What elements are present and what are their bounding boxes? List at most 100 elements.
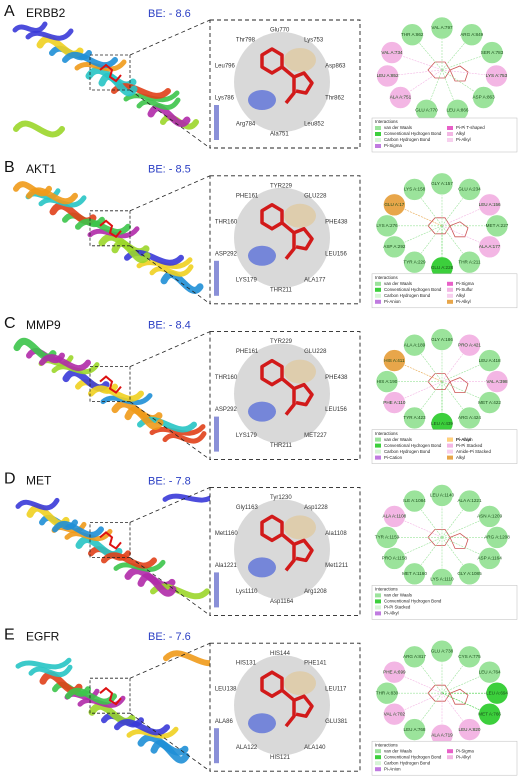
ribbon: [123, 90, 180, 103]
residue-label: GLU A:228: [431, 265, 454, 270]
surface-tan: [284, 359, 316, 384]
ribbon: [26, 187, 78, 205]
legend-label: Conventional Hydrogen Bond: [384, 287, 442, 292]
surface-tan: [284, 671, 316, 696]
ligand: [260, 514, 314, 572]
residue-label: ASN A:1209: [477, 514, 502, 519]
legend-label: van der Waals: [384, 748, 413, 753]
residue-label: Gly1163: [236, 505, 259, 511]
legend-label: Conventional Hydrogen Bond: [384, 599, 442, 604]
protein-structure: [13, 181, 204, 294]
ligand: [260, 203, 314, 260]
panel-letter: E: [4, 626, 15, 643]
legend-title: Interactions: [375, 119, 399, 124]
protein-structure: [13, 337, 207, 444]
residue-label: THR A:862: [401, 32, 424, 37]
residue-node: [430, 328, 454, 351]
residue-node: [430, 639, 454, 663]
residue-node: [458, 333, 481, 357]
residue-node: [403, 489, 426, 513]
residue-label: PRO A:1158: [382, 556, 408, 561]
residue-label: PHE A:699: [383, 669, 406, 674]
binding-energy: BE: - 8.4: [148, 320, 191, 332]
site-box: [89, 521, 131, 558]
scale-bar: [214, 105, 219, 140]
residue-node: [458, 406, 481, 430]
legend-swatch: [447, 455, 453, 460]
residue-node: [478, 391, 501, 414]
legend-swatch: [375, 293, 381, 298]
legend-swatch: [375, 144, 381, 148]
residue-node: [375, 370, 399, 393]
residue-label: PRO A:421: [458, 342, 481, 347]
residue-node: [375, 214, 399, 238]
residue-node: [485, 214, 509, 238]
residue-label: ARG A:1208: [484, 535, 510, 540]
residue-label: Arg784: [236, 122, 256, 128]
legend-label: Carbon Hydrogen Bond: [384, 137, 431, 142]
residue-node: [383, 391, 406, 414]
residue-label: MET A:422: [478, 400, 501, 405]
residue-label: Asp1164: [270, 599, 294, 605]
residue-label: LEU156: [325, 251, 347, 257]
ribbon: [39, 354, 91, 372]
ribbon: [150, 740, 190, 764]
protein-name: MET: [26, 474, 52, 488]
residue-node: [400, 23, 424, 46]
residue-label: THR211: [270, 443, 293, 449]
residue-label: VAL A:702: [384, 711, 406, 716]
residue-label: HIS121: [270, 755, 291, 761]
residue-label: GLU228: [304, 193, 327, 199]
legend-swatch: [375, 455, 381, 460]
residue-node: [458, 562, 481, 586]
ribbon: [25, 28, 74, 41]
residue-label: ALA A:1221: [457, 498, 481, 503]
protein-name: EGFR: [26, 629, 60, 643]
residue-label: PHE161: [236, 193, 259, 199]
residue-node: [478, 547, 501, 570]
residue-label: Arg1208: [304, 589, 327, 595]
residue-label: THR160: [215, 219, 238, 225]
zoom-line: [129, 642, 211, 679]
legend-label: van der Waals: [384, 437, 413, 442]
binding-energy: BE: - 8.6: [148, 8, 191, 20]
surface-tan: [284, 515, 316, 540]
site-box: [89, 677, 131, 714]
ribbon: [124, 406, 164, 430]
residue-label: ILE A:1084: [403, 498, 426, 503]
residue-label: CYS A:775: [458, 654, 481, 659]
zoom-line: [129, 487, 211, 523]
residue-label: Met1211: [325, 563, 349, 569]
ribbon: [98, 72, 138, 97]
residue-node: [383, 702, 406, 726]
residue-label: GLU381: [325, 719, 348, 725]
residue-label: THR A:830: [376, 690, 399, 695]
residue-node: [478, 235, 501, 259]
residue-label: ASP292: [215, 251, 238, 257]
legend-label: Alkyl: [456, 293, 465, 298]
residue-node: [478, 193, 501, 217]
residue-label: TYR A:1159: [375, 535, 400, 540]
residue-label: HIS A:190: [377, 379, 398, 384]
scale-bar: [214, 728, 219, 764]
residue-label: ALA86: [215, 719, 234, 725]
ligand: [260, 47, 314, 105]
residue-label: Lys753: [304, 38, 324, 44]
surface-blue: [248, 557, 276, 578]
residue-label: Ala751: [270, 132, 289, 138]
residue-label: ASP A:292: [383, 244, 406, 249]
residue-label: VAL A:797: [431, 25, 453, 30]
ligand: [260, 358, 314, 416]
legend-swatch: [447, 299, 453, 304]
residue-label: PHE438: [325, 375, 348, 381]
legend-label: van der Waals: [384, 593, 413, 598]
panel-letter: B: [4, 159, 15, 176]
scale-bar: [214, 260, 219, 296]
residue-label: LEU A:768: [404, 727, 426, 732]
residue-node: [375, 526, 399, 549]
residue-label: LYS179: [236, 277, 258, 283]
residue-label: MET A:1160: [402, 571, 427, 576]
residue-label: LEU138: [215, 687, 237, 693]
residue-node: [383, 505, 406, 528]
